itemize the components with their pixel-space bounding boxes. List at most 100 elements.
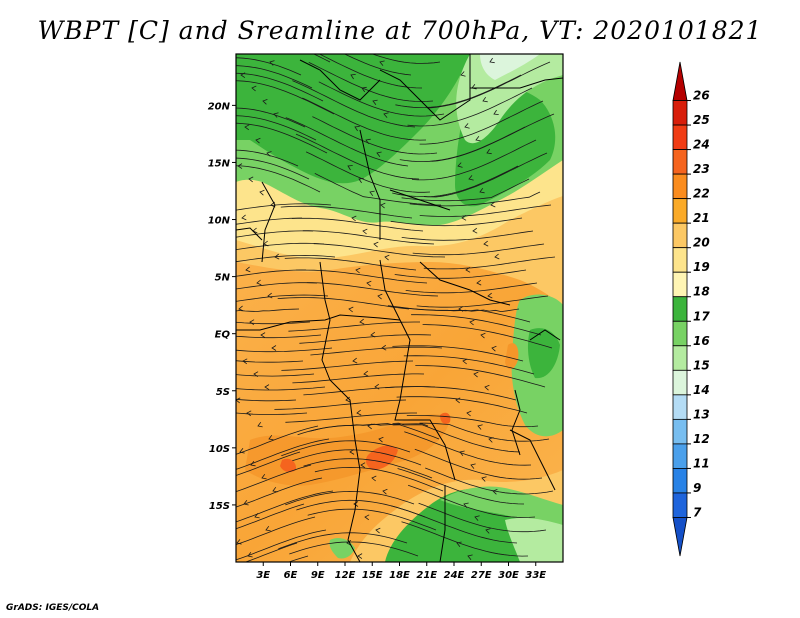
streamline-arrow	[349, 449, 355, 455]
streamline	[308, 62, 434, 102]
border-line	[319, 261, 361, 562]
streamline	[236, 230, 314, 238]
streamline-arrow	[255, 137, 261, 144]
streamline	[236, 503, 305, 530]
streamline-arrow	[481, 476, 487, 482]
wbpt-field-south-pale	[505, 517, 563, 562]
streamline	[285, 117, 409, 167]
streamline-arrow	[462, 358, 468, 365]
streamline-arrow	[455, 397, 461, 404]
streamline	[288, 321, 420, 332]
streamline-arrow	[456, 541, 462, 547]
lat-tick-label: 10S	[209, 444, 230, 455]
streamline-arrow	[348, 306, 354, 313]
streamline-arrow	[273, 112, 279, 118]
lon-tick-label: 6E	[284, 570, 298, 581]
streamline	[307, 508, 437, 531]
streamline	[236, 412, 308, 415]
streamline	[419, 100, 544, 145]
streamline-arrow	[353, 501, 359, 507]
streamline	[411, 314, 542, 336]
colorbar-segment	[672, 468, 688, 494]
streamline-arrow	[366, 280, 372, 287]
streamline	[236, 269, 306, 277]
streamline	[418, 502, 547, 533]
lat-tick-label: EQ	[215, 330, 231, 341]
streamline-arrow	[247, 552, 253, 558]
streamline-arrow	[380, 202, 386, 209]
border-line	[439, 485, 446, 562]
streamline	[236, 451, 301, 476]
colorbar-label: 17	[693, 309, 710, 323]
streamline-arrow	[256, 279, 262, 286]
streamline-arrow	[486, 148, 492, 155]
streamline-arrow	[356, 409, 362, 416]
streamline	[236, 386, 326, 391]
streamline	[236, 57, 302, 76]
streamline	[289, 541, 419, 557]
streamline	[312, 116, 438, 155]
streamline	[236, 254, 336, 263]
lat-tick-label: 10N	[208, 216, 231, 227]
colorbar-segment	[672, 345, 688, 371]
streamline	[236, 80, 335, 115]
streamline-arrow	[378, 436, 384, 443]
streamline	[343, 54, 412, 76]
streamline-arrow	[492, 489, 498, 495]
colorbar-label: 19	[693, 260, 710, 274]
streamline-arrow	[241, 214, 247, 221]
streamline	[236, 149, 299, 167]
lon-tick-label: 33E	[525, 570, 546, 581]
colorbar-label: 18	[693, 285, 710, 299]
colorbar-segment	[672, 173, 688, 200]
streamline	[425, 467, 554, 495]
streamline-arrow	[261, 473, 267, 480]
colorbar-segment	[672, 124, 688, 150]
border-line	[236, 227, 263, 241]
colorbar-segment	[672, 271, 688, 298]
wbpt-field-23b	[280, 458, 297, 473]
streamline	[277, 297, 410, 310]
streamline-arrow	[472, 227, 478, 234]
streamline-arrow	[262, 99, 268, 105]
lon-tick-label: 27E	[471, 570, 492, 581]
streamline	[280, 205, 413, 219]
streamline	[236, 72, 324, 102]
streamline	[422, 324, 553, 349]
streamline-arrow	[494, 253, 500, 260]
streamline	[399, 126, 526, 162]
streamline-arrow	[346, 539, 352, 546]
streamline	[295, 133, 420, 180]
colorbar-segment	[672, 369, 688, 396]
streamline-arrow	[485, 528, 491, 534]
colorbar-segment	[672, 517, 688, 557]
wbpt-field-north-darkgreen	[236, 54, 470, 184]
streamline-arrow	[377, 293, 383, 300]
colorbar-label: 9	[693, 481, 701, 495]
streamline	[285, 412, 417, 423]
border-line	[379, 54, 471, 121]
streamline	[292, 80, 416, 128]
colorbar-segment	[672, 492, 688, 518]
streamline-arrow	[271, 345, 277, 351]
colorbar-segment	[672, 149, 688, 175]
streamline	[390, 217, 523, 227]
streamline	[416, 295, 549, 308]
streamline	[401, 230, 534, 241]
streamline	[236, 464, 312, 493]
lon-tick-label: 24E	[444, 570, 465, 581]
streamline-arrow	[369, 190, 375, 197]
streamline-arrow	[250, 461, 256, 467]
streamline-arrow	[257, 421, 263, 428]
streamline	[281, 360, 414, 371]
streamline-arrow	[245, 266, 251, 273]
colorbar-segment	[672, 247, 688, 273]
colorbar-label: 13	[693, 407, 710, 421]
streamline	[310, 423, 440, 440]
streamline-arrow	[347, 165, 353, 171]
streamline	[236, 242, 325, 251]
colorbar-label: 22	[693, 187, 710, 201]
streamline-arrow	[381, 344, 387, 351]
streamline-arrow	[248, 176, 254, 183]
streamline-arrow	[376, 151, 382, 157]
